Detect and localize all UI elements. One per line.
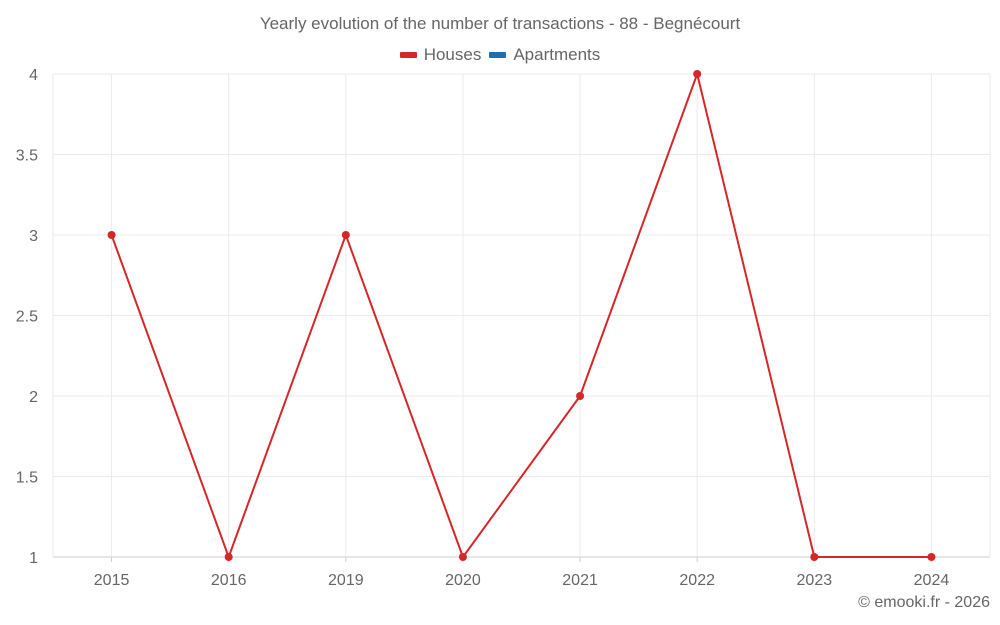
data-point[interactable]	[693, 70, 702, 78]
legend-item-houses[interactable]: Houses	[399, 45, 482, 65]
legend: Houses Apartments	[0, 45, 1000, 65]
x-tick-label: 2015	[94, 572, 130, 589]
apartments-swatch-icon	[489, 52, 507, 58]
y-tick-label: 4	[29, 67, 38, 84]
x-tick-label: 2019	[328, 572, 364, 589]
x-tick-label: 2024	[914, 572, 950, 589]
y-axis: 1 1.5 2 2.5 3 3.5 4	[16, 67, 38, 567]
series-line	[110, 73, 932, 558]
chart-title: Yearly evolution of the number of transa…	[259, 14, 741, 33]
data-point[interactable]	[810, 553, 819, 561]
houses-swatch-icon	[399, 52, 417, 58]
x-tick-label: 2016	[211, 572, 247, 589]
y-tick-label: 2	[29, 389, 38, 406]
data-point[interactable]	[107, 231, 116, 239]
legend-label-apartments: Apartments	[513, 45, 601, 64]
credit-text: © emooki.fr - 2026	[858, 594, 990, 611]
x-tick-label: 2020	[445, 572, 481, 589]
x-tick-label: 2022	[679, 572, 715, 589]
x-axis: 2015 2016 2019 2020 2021 2022 2023 2024	[94, 557, 950, 589]
y-tick-label: 3.5	[16, 148, 38, 165]
x-tick-label: 2023	[797, 572, 833, 589]
data-point[interactable]	[341, 231, 350, 239]
data-point[interactable]	[458, 553, 467, 561]
series-houses	[107, 70, 936, 561]
data-point[interactable]	[576, 392, 585, 400]
y-tick-label: 1.5	[16, 470, 38, 487]
data-point[interactable]	[224, 553, 233, 561]
legend-label-houses: Houses	[423, 45, 482, 64]
x-tick-label: 2021	[562, 572, 598, 589]
y-tick-label: 3	[29, 228, 38, 245]
y-tick-label: 2.5	[16, 309, 38, 326]
grid-lines	[52, 73, 991, 558]
y-tick-label: 1	[29, 550, 38, 567]
data-point[interactable]	[927, 553, 936, 561]
legend-item-apartments[interactable]: Apartments	[489, 45, 600, 65]
